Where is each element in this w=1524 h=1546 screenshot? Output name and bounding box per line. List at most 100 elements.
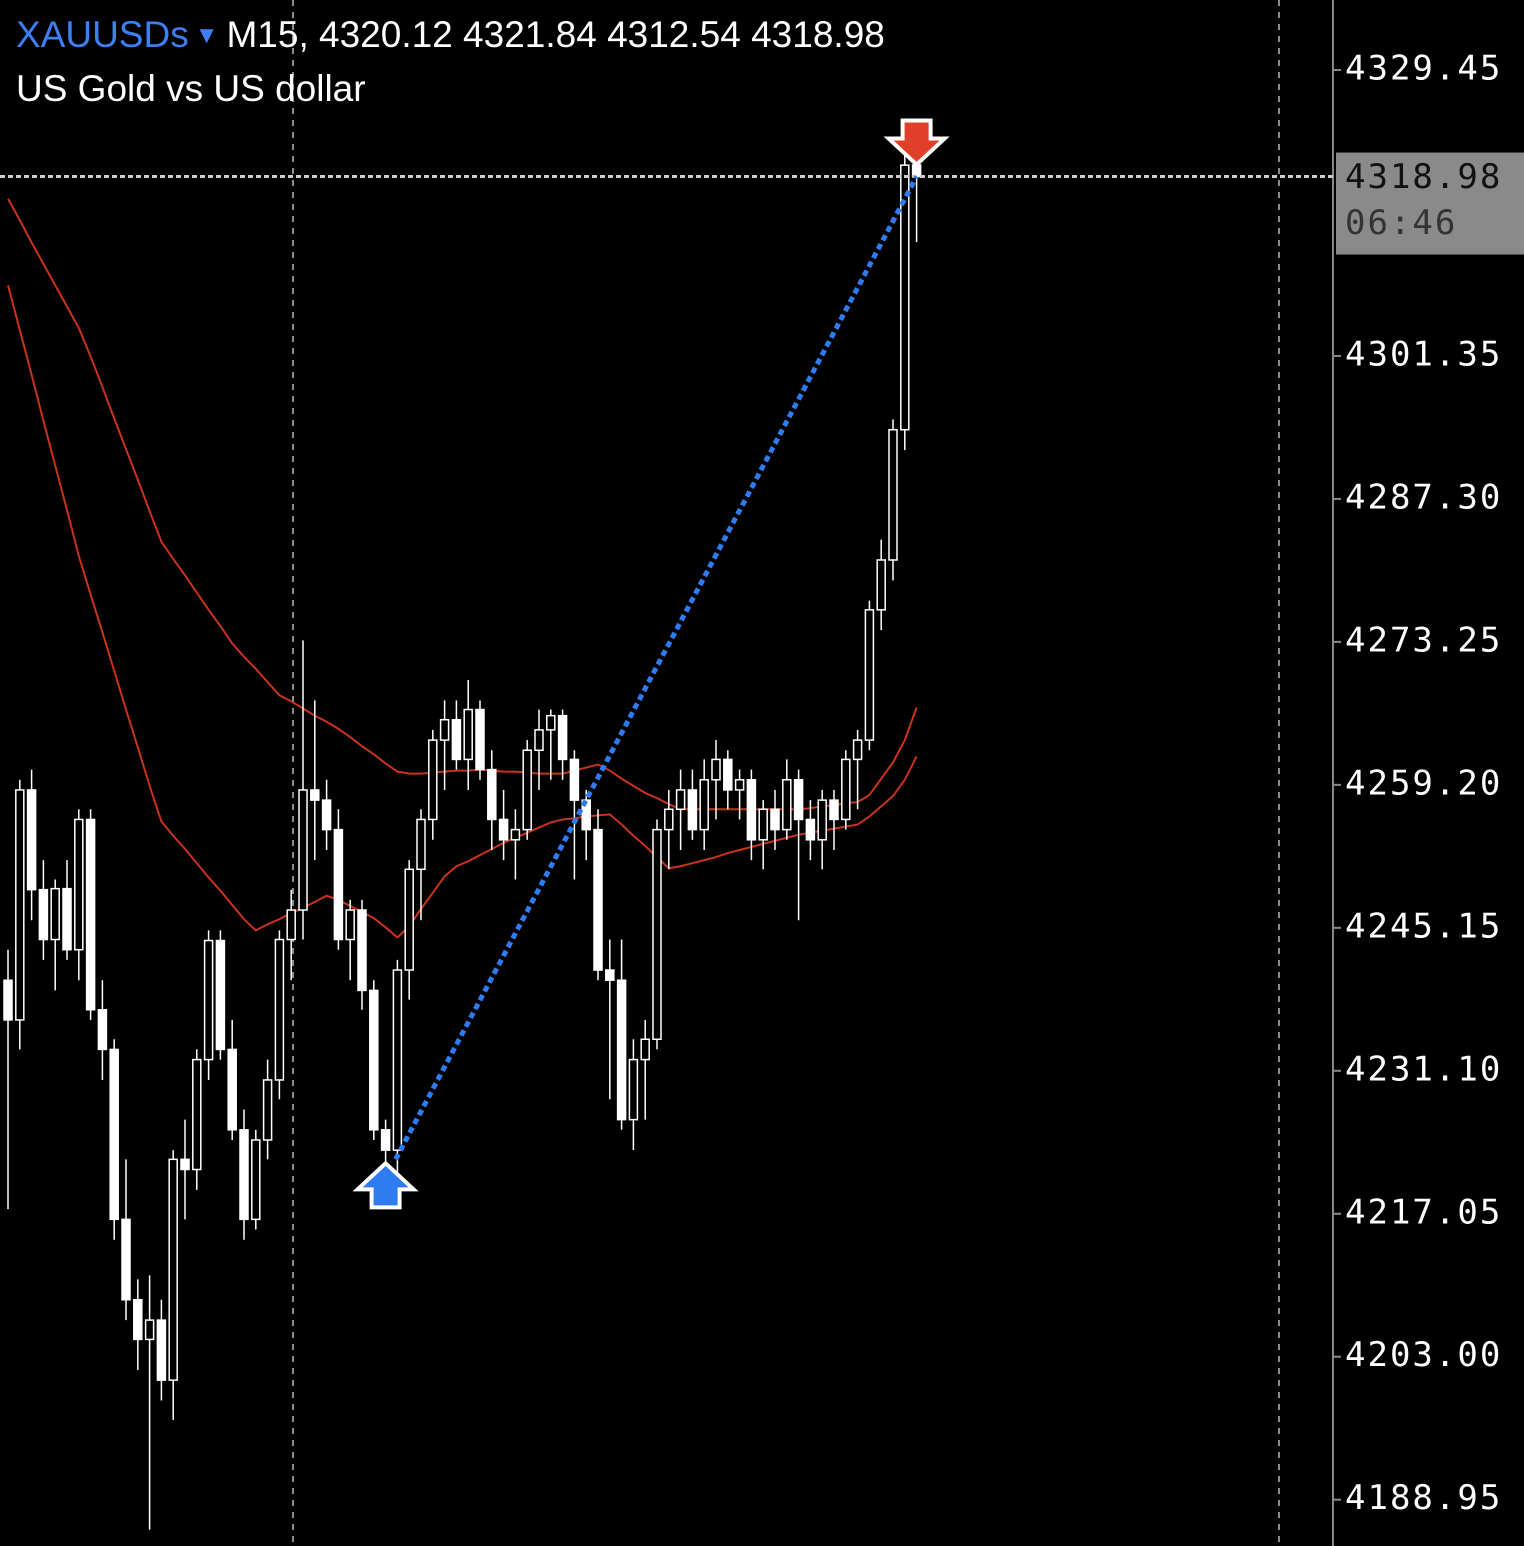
candle-body: [805, 818, 816, 841]
sell-arrow: [883, 118, 950, 168]
candle-body: [274, 938, 285, 1081]
candle-body: [546, 714, 556, 731]
y-tick-label: 4245.15: [1345, 906, 1502, 946]
y-tick-label: 4217.05: [1345, 1192, 1502, 1232]
dropdown-caret[interactable]: ▼: [194, 22, 219, 49]
candle-body: [310, 789, 320, 801]
candle-body: [664, 808, 674, 831]
candle-body: [416, 818, 426, 871]
candle-body: [616, 979, 627, 1121]
candle-body: [746, 779, 757, 841]
candle-body: [192, 1058, 202, 1171]
candle-body: [333, 828, 344, 941]
moving-average: [7, 284, 918, 939]
candle-body: [581, 799, 591, 831]
candle-body: [156, 1319, 167, 1381]
candle-body: [251, 1139, 261, 1221]
candle-body: [699, 779, 709, 831]
candle-body: [770, 808, 780, 831]
candle-body: [723, 758, 733, 791]
candle-body: [687, 789, 698, 831]
candle-body: [900, 164, 910, 431]
candle-body: [286, 909, 296, 941]
candle-body: [852, 739, 863, 761]
candle-body: [97, 1008, 108, 1051]
description: US Gold vs US dollar: [16, 68, 366, 109]
candle-body: [85, 818, 96, 1011]
candle-body: [593, 828, 603, 971]
candle-body: [357, 909, 367, 992]
candle-body: [239, 1129, 249, 1221]
candle-body: [841, 758, 851, 821]
y-tick-label: 4301.35: [1345, 334, 1502, 374]
candle-body: [74, 818, 84, 951]
symbol[interactable]: XAUUSDs: [16, 14, 189, 55]
candle-body: [876, 559, 886, 611]
candle-body: [487, 768, 497, 821]
candle-body: [829, 799, 839, 821]
candle-body: [782, 779, 792, 831]
trade-line: [393, 175, 919, 1161]
low: 4312.54: [607, 14, 741, 55]
candle-body: [817, 799, 827, 841]
candle-body: [15, 789, 25, 1021]
moving-average: [7, 198, 918, 811]
high: 4321.84: [463, 14, 597, 55]
header: XAUUSDs ▼ M15, 4320.12 4321.84 4312.54 431…: [16, 14, 885, 56]
close: 4318.98: [751, 14, 885, 55]
candle-body: [758, 808, 768, 841]
candle-body: [3, 979, 13, 1021]
candle-body: [569, 758, 580, 801]
timeframe: M15,: [226, 14, 309, 55]
candle-body: [510, 828, 521, 841]
y-tick-label: 4329.45: [1345, 49, 1502, 89]
candle-body: [144, 1319, 155, 1341]
candle-body: [605, 969, 615, 981]
candle-body: [793, 779, 804, 821]
candle-body: [50, 887, 60, 941]
y-tick-label: 4259.20: [1345, 763, 1502, 803]
candle-body: [888, 428, 898, 561]
y-tick-label: 4287.30: [1345, 477, 1502, 517]
candle-body: [652, 828, 662, 1040]
candle-body: [38, 888, 49, 941]
candle-body: [439, 718, 450, 741]
candle-body: [640, 1038, 650, 1061]
candle-body: [534, 729, 544, 752]
y-tick-label: 4231.10: [1345, 1049, 1502, 1089]
y-tick-label: 4188.95: [1345, 1478, 1502, 1518]
y-tick-label: 4273.25: [1345, 620, 1502, 660]
candle-body: [215, 939, 226, 1051]
candle-body: [262, 1079, 273, 1141]
countdown: 06:46: [1345, 203, 1457, 243]
y-tick-label: 4203.00: [1345, 1335, 1502, 1375]
candle-body: [711, 758, 721, 781]
open: 4320.12: [319, 14, 453, 55]
candle-body: [180, 1158, 190, 1171]
candle-body: [475, 708, 485, 771]
candle-body: [864, 609, 875, 741]
candle-body: [628, 1058, 639, 1121]
candle-body: [227, 1048, 237, 1131]
candle-body: [451, 718, 462, 761]
current-price-label: 4318.98: [1345, 157, 1502, 197]
candle-body: [62, 887, 72, 951]
candle-body: [675, 789, 686, 811]
candle-body: [428, 739, 438, 821]
candle-body: [392, 969, 403, 1151]
candle-body: [463, 708, 473, 761]
candle-body: [321, 799, 332, 831]
candle-body: [109, 1048, 119, 1221]
buy-arrow: [352, 1160, 419, 1210]
candle-body: [557, 714, 568, 761]
candle-body: [26, 789, 37, 891]
candle-body: [369, 989, 379, 1131]
candle-body: [522, 749, 532, 831]
candle-body: [298, 789, 308, 911]
candle-body: [168, 1158, 178, 1381]
candle-body: [734, 779, 745, 791]
candle-body: [380, 1129, 391, 1151]
candle-body: [498, 818, 509, 841]
